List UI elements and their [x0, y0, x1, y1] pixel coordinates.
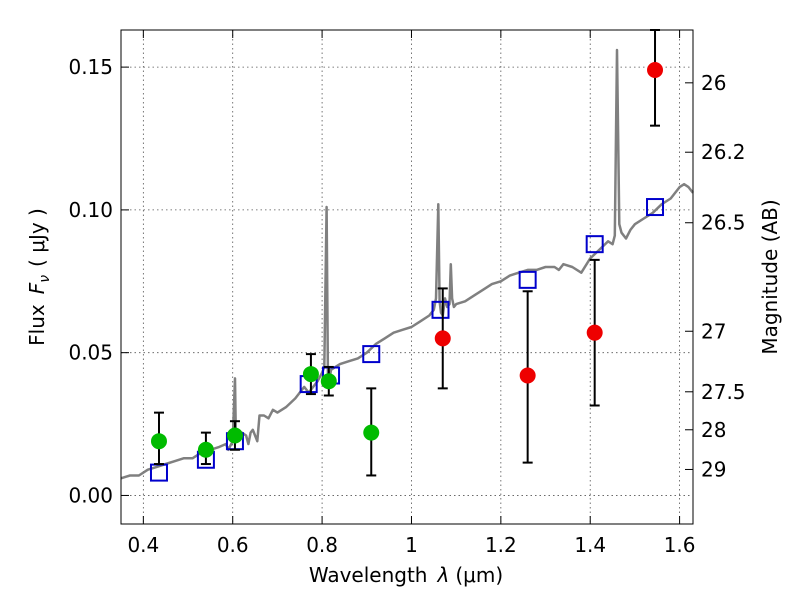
right-tick-label: 27.5 — [701, 380, 746, 404]
x-tick-label: 1 — [405, 533, 418, 557]
x-tick-label: 1.4 — [574, 533, 606, 557]
observed_detections-point — [363, 424, 380, 441]
observed_upper-point — [434, 330, 451, 347]
observed_detections-point — [320, 373, 337, 390]
x-tick-label: 0.6 — [217, 533, 249, 557]
model_photometry-point — [518, 270, 537, 289]
observed_detections-point — [197, 441, 214, 458]
y-axis-unit: ( μJy ) — [25, 208, 49, 267]
right-tick-label: 26.5 — [701, 211, 746, 235]
right-axis-label: Magnitude (AB) — [758, 199, 782, 354]
right-tick-label: 29 — [701, 457, 726, 481]
x-axis-symbol: λ — [437, 563, 450, 587]
axis-ticks: 0.4 0.6 0.8 1 1.2 1.4 1.6 0.00 0.05 0.10 0.15 26 26.… — [68, 30, 746, 557]
observed_upper-point — [586, 324, 603, 341]
y-axis-subscript: ν — [37, 275, 53, 283]
grid — [121, 30, 693, 524]
right-tick-label: 26.2 — [701, 140, 746, 164]
x-tick-label: 1.6 — [664, 533, 696, 557]
right-tick-label: 26 — [701, 71, 726, 95]
observed_detections-point — [150, 433, 167, 450]
x-axis-label-text: Wavelength — [309, 563, 428, 587]
y-axis-symbol: F — [25, 282, 49, 294]
x-axis-unit: (μm) — [455, 563, 503, 587]
y-tick-label: 0.10 — [68, 198, 113, 222]
observed_detections-point — [302, 366, 319, 383]
model_photometry-point — [362, 345, 381, 364]
model_photometry-point — [585, 235, 604, 254]
y-tick-label: 0.00 — [68, 483, 113, 507]
observed_upper-point — [647, 61, 664, 78]
model_photometry-point — [431, 300, 450, 319]
observed_detections-point — [226, 427, 243, 444]
y-tick-label: 0.05 — [68, 341, 113, 365]
plot-frame — [120, 29, 694, 525]
right-tick-label: 28 — [701, 418, 726, 442]
right-tick-label: 27 — [701, 319, 726, 343]
data-series — [120, 29, 694, 482]
y-axis-label: Flux Fν ( μJy ) — [25, 208, 53, 346]
model_photometry-point — [646, 198, 665, 217]
y-axis-label-text: Flux — [25, 304, 49, 346]
x-tick-label: 1.2 — [485, 533, 517, 557]
observed_upper-point — [519, 367, 536, 384]
x-tick-label: 0.8 — [306, 533, 338, 557]
x-tick-label: 0.4 — [127, 533, 159, 557]
x-axis-label: Wavelength λ (μm) — [309, 563, 503, 587]
y-tick-label: 0.15 — [68, 55, 113, 79]
